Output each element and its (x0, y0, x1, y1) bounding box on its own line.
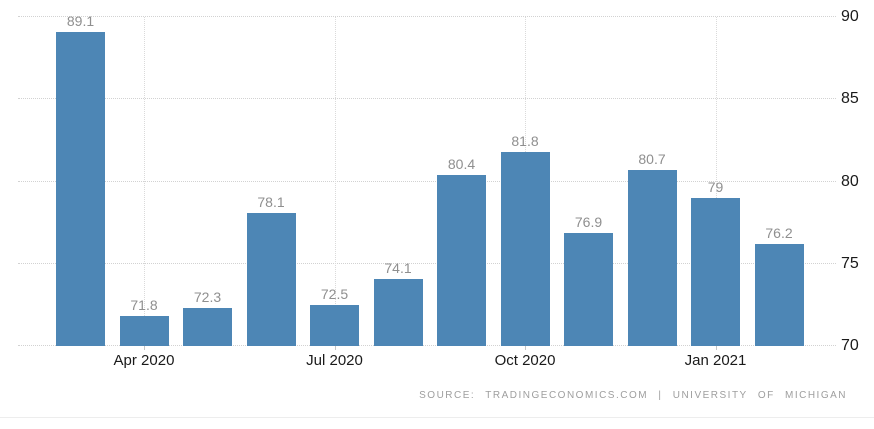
bar-value-label: 78.1 (257, 193, 285, 210)
bar[interactable] (373, 278, 423, 346)
y-axis-tick-label: 90 (841, 8, 859, 25)
horizontal-gridline (18, 16, 836, 17)
bar-value-label: 80.4 (447, 155, 476, 172)
bar-value-label: 72.5 (320, 285, 349, 302)
bar-value-label: 76.2 (765, 225, 793, 242)
vertical-gridline (334, 17, 336, 346)
vertical-gridline (715, 17, 717, 346)
horizontal-gridline (18, 345, 836, 346)
y-axis-tick-label: 80 (841, 172, 859, 190)
y-axis-tick-label: 85 (841, 90, 859, 108)
x-axis-tick-label: Jan 2021 (684, 352, 747, 369)
bar[interactable] (310, 304, 359, 346)
bar-value-label: 71.8 (130, 297, 158, 314)
bar[interactable] (627, 170, 677, 346)
bar-value-label: 72.3 (193, 289, 222, 306)
x-axis-tick-label: Jul 2020 (306, 352, 363, 369)
bar[interactable] (119, 316, 169, 346)
bar-value-label: 79 (707, 178, 724, 195)
bar-value-label: 74.1 (384, 259, 412, 276)
bar-value-label: 89.1 (66, 12, 95, 29)
x-axis-tick-mark (144, 346, 145, 350)
bar[interactable] (564, 232, 613, 346)
horizontal-gridline (18, 262, 836, 264)
x-axis-tick-mark (334, 346, 336, 350)
vertical-gridline (144, 17, 145, 346)
bar[interactable] (437, 174, 486, 346)
bar[interactable] (500, 151, 550, 346)
bar[interactable] (183, 308, 232, 346)
bar[interactable] (691, 197, 740, 346)
bottom-divider (0, 417, 874, 418)
y-axis-tick-label: 70 (841, 337, 859, 354)
y-axis-tick-label: 75 (841, 254, 859, 272)
horizontal-gridline (18, 98, 836, 100)
x-axis-tick-label: Apr 2020 (113, 352, 175, 369)
x-axis-tick-mark (525, 346, 526, 350)
plot-area: 89.1 71.8 72.3 78.1 72.5 74.1 80.4 81.8 76.9 80.7… (18, 12, 836, 346)
x-axis-tick-label: Oct 2020 (494, 352, 556, 369)
bar-value-label: 76.9 (574, 213, 603, 230)
bar-value-label: 81.8 (511, 132, 539, 149)
bar[interactable] (754, 244, 804, 346)
bar-value-label: 80.7 (638, 151, 666, 167)
horizontal-gridline (18, 180, 836, 182)
bar[interactable] (246, 212, 296, 346)
x-axis-tick-mark (715, 346, 717, 350)
bar[interactable] (56, 31, 105, 346)
source-attribution: SOURCE: TRADINGECONOMICS.COM | UNIVERSIT… (419, 390, 847, 401)
